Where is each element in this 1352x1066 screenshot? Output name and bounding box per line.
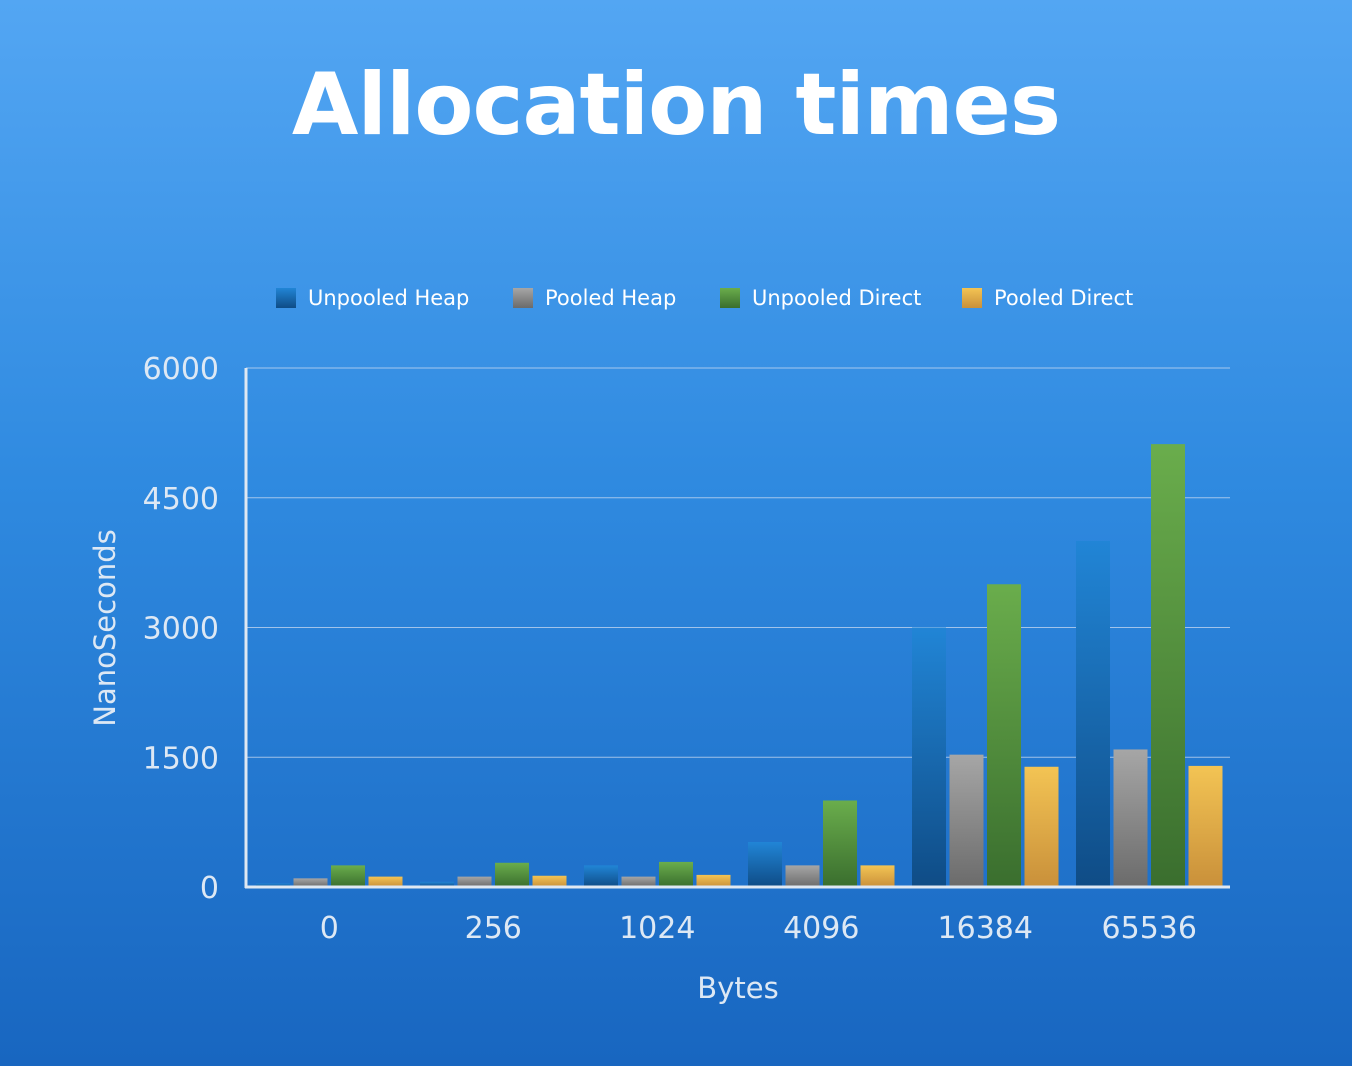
page-title: Allocation times xyxy=(291,55,1061,155)
bar-pooled-heap-16384 xyxy=(949,754,984,887)
legend-item-pooled-heap: Pooled Heap xyxy=(513,286,676,310)
bar-unpooled-direct-1024 xyxy=(659,861,693,887)
bar-unpooled-heap-4096 xyxy=(748,842,782,887)
bar-pooled-heap-65536 xyxy=(1113,749,1148,887)
y-tick-label: 0 xyxy=(200,871,219,906)
y-tick-label: 6000 xyxy=(143,352,219,387)
x-tick-label: 0 xyxy=(320,911,339,946)
bar-unpooled-heap-16384 xyxy=(912,627,946,887)
bar-unpooled-heap-256 xyxy=(420,881,454,887)
legend-swatch-pooled-direct xyxy=(962,288,982,308)
chart-axes xyxy=(244,368,1230,889)
chart-labels: 0 1500 3000 4500 6000 0 256 1024 4096 16384 65536 B… xyxy=(88,352,1197,1005)
legend-label-unpooled-heap: Unpooled Heap xyxy=(308,286,469,310)
bar-unpooled-direct-0 xyxy=(331,865,365,887)
legend-label-unpooled-direct: Unpooled Direct xyxy=(752,286,921,310)
x-axis-title: Bytes xyxy=(697,971,778,1005)
bar-pooled-heap-0 xyxy=(293,878,328,887)
bar-pooled-heap-1024 xyxy=(621,876,656,887)
bar-pooled-direct-16384 xyxy=(1024,766,1059,887)
bar-unpooled-direct-65536 xyxy=(1151,444,1185,887)
x-tick-label: 65536 xyxy=(1102,911,1197,946)
y-tick-label: 1500 xyxy=(143,741,219,776)
chart-legend: Unpooled Heap Pooled Heap Unpooled Direct P… xyxy=(276,286,1133,310)
chart-bars xyxy=(256,444,1223,887)
y-axis-title: NanoSeconds xyxy=(88,529,122,726)
bar-pooled-direct-256 xyxy=(532,875,567,887)
legend-item-unpooled-heap: Unpooled Heap xyxy=(276,286,469,310)
bar-unpooled-direct-16384 xyxy=(987,584,1021,887)
bar-pooled-direct-65536 xyxy=(1188,765,1223,887)
bar-pooled-heap-4096 xyxy=(785,865,820,887)
legend-label-pooled-direct: Pooled Direct xyxy=(994,286,1133,310)
y-tick-label: 4500 xyxy=(143,482,219,517)
legend-item-unpooled-direct: Unpooled Direct xyxy=(720,286,921,310)
legend-item-pooled-direct: Pooled Direct xyxy=(962,286,1133,310)
bar-pooled-direct-4096 xyxy=(860,865,895,887)
legend-swatch-unpooled-direct xyxy=(720,288,740,308)
x-tick-label: 1024 xyxy=(619,911,695,946)
bar-pooled-direct-0 xyxy=(368,876,403,887)
legend-label-pooled-heap: Pooled Heap xyxy=(545,286,676,310)
bar-unpooled-direct-256 xyxy=(495,862,529,887)
legend-swatch-pooled-heap xyxy=(513,288,533,308)
bar-pooled-direct-1024 xyxy=(696,874,731,887)
x-tick-label: 4096 xyxy=(783,911,859,946)
x-tick-label: 256 xyxy=(465,911,522,946)
chart-grid xyxy=(246,367,1230,758)
legend-swatch-unpooled-heap xyxy=(276,288,296,308)
y-tick-label: 3000 xyxy=(143,612,219,647)
bar-pooled-heap-256 xyxy=(457,876,492,887)
x-tick-label: 16384 xyxy=(938,911,1033,946)
bar-unpooled-heap-65536 xyxy=(1076,541,1110,887)
bar-unpooled-heap-0 xyxy=(256,883,290,887)
bar-unpooled-heap-1024 xyxy=(584,865,618,887)
bar-unpooled-direct-4096 xyxy=(823,800,857,887)
